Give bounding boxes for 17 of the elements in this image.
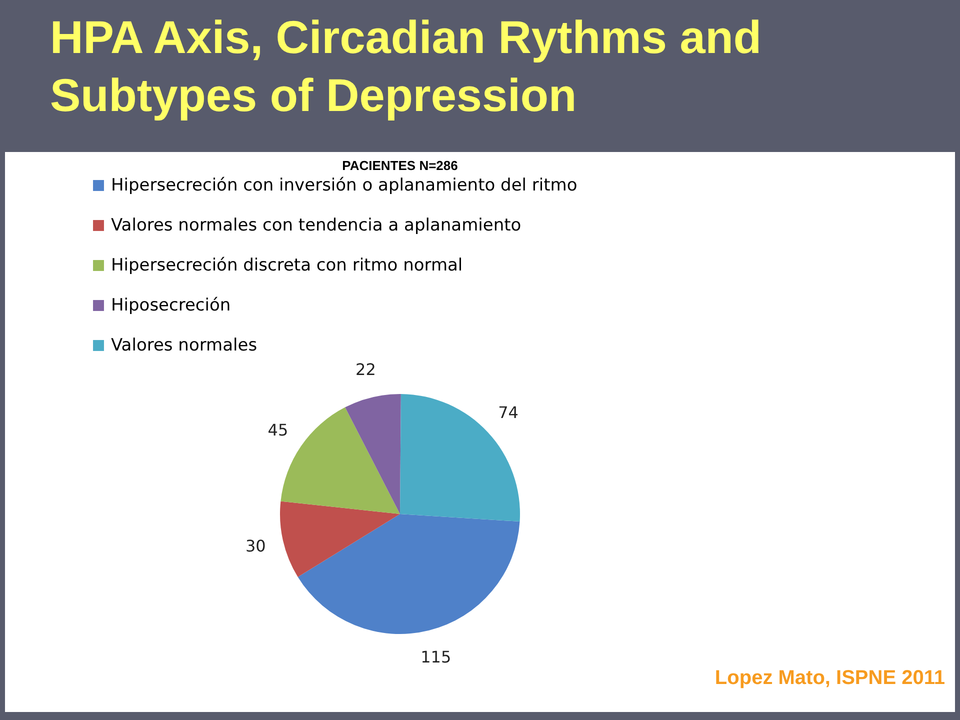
legend-label: Hipersecreción discreta con ritmo normal	[111, 256, 463, 276]
legend-label: Hipersecreción con inversión o aplanamiento del ritmo	[111, 176, 578, 196]
legend-label: Valores normales	[111, 336, 258, 356]
data-label: 74	[498, 403, 518, 422]
pie-slice	[280, 501, 400, 577]
pie-slice	[400, 394, 520, 522]
data-label: 45	[268, 420, 288, 440]
chart-subtitle: PACIENTES N=286	[342, 158, 458, 173]
legend-label: Valores normales con tendencia a aplanamiento	[111, 216, 522, 236]
chart-title: HPA Axis, Circadian Rythms and Subtypes of Depression	[50, 10, 762, 123]
data-label: 22	[356, 360, 376, 380]
legend-label: Hiposecreción	[111, 296, 231, 316]
data-label: 30	[245, 536, 266, 556]
text: Lopez Mato, ISPNE 2011	[714, 667, 945, 690]
data-label: 115	[420, 648, 452, 667]
pie-slice	[345, 394, 401, 514]
pie-slice	[298, 514, 520, 634]
